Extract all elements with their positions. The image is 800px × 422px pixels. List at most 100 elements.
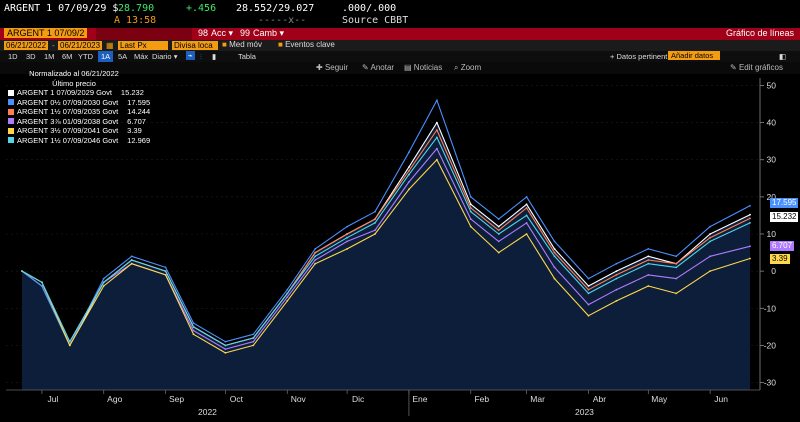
legend-label: ARGENT 3½ 07/09/2041 Govt (17, 126, 119, 135)
series-point (436, 99, 438, 102)
range-1a[interactable]: 1A (98, 51, 114, 62)
legend-swatch (8, 137, 14, 144)
moving-average-label: Med móv (229, 40, 262, 49)
series-point (497, 233, 500, 235)
legend-label: ARGENT 0½ 07/09/2030 Govt (17, 97, 119, 107)
range-6m[interactable]: 6M (62, 52, 73, 61)
news-button[interactable]: ▤ Noticias (404, 63, 442, 72)
series-point (647, 255, 650, 258)
chart-title: Gráfico de líneas (725, 28, 794, 38)
series-point (164, 274, 167, 276)
chart-small-icon: ■ (222, 40, 227, 49)
security-field-ext[interactable] (96, 28, 192, 40)
y-tick-label: -20 (764, 340, 777, 350)
series-point (553, 240, 556, 243)
moving-average-toggle[interactable]: ■ Med móv (222, 40, 262, 49)
legend-item[interactable]: ARGENT 1 07/09/2029 Govt 15.232 (8, 88, 150, 98)
line-chart-icon[interactable]: ⌁ (186, 51, 195, 60)
add-data-input[interactable]: Añadir datos (668, 51, 720, 60)
follow-button[interactable]: ✚ Seguir (316, 63, 348, 72)
legend-label: ARGENT 3⅞ 01/09/2038 Govt (17, 116, 119, 126)
series-point (469, 207, 472, 209)
series-point (647, 274, 650, 276)
legend-swatch (8, 108, 14, 115)
calendar-icon[interactable]: ▦ (106, 41, 114, 50)
series-point (525, 214, 528, 217)
x-tick-label: Ene (412, 394, 427, 404)
series-point (749, 222, 751, 224)
period-select[interactable]: Diario ▾ (152, 52, 177, 61)
x-tick-label: Sep (169, 394, 184, 404)
camb-menu[interactable]: 99 Camb ▾ (240, 28, 284, 39)
date-dash: - (52, 41, 55, 50)
series-point (130, 255, 133, 258)
relevant-data-toggle[interactable]: + Datos pertinent (610, 52, 667, 61)
legend-item[interactable]: ARGENT 3½ 07/09/2041 Govt 3.39 (8, 126, 150, 136)
range-1d[interactable]: 1D (8, 52, 18, 61)
series-area-fill (21, 122, 751, 391)
actions-menu-label: Acc (211, 28, 227, 38)
series-point (286, 292, 289, 295)
range-max[interactable]: Máx (134, 52, 149, 61)
series-point (436, 136, 438, 139)
range-1m[interactable]: 1M (44, 52, 55, 61)
legend-value: 14.244 (127, 107, 151, 116)
series-point (408, 166, 410, 168)
security-field[interactable]: ARGENT 1 07/09/2 (4, 28, 88, 38)
series-point (252, 340, 255, 343)
series-point (647, 262, 650, 265)
plus-icon: + (610, 52, 615, 61)
annotate-label: Anotar (370, 63, 395, 72)
series-point (553, 255, 556, 258)
source-label: Source CBBT (342, 15, 409, 26)
currency-select[interactable]: Divisa loca (172, 41, 218, 50)
x-tick-label: Abr (593, 394, 606, 404)
series-point (709, 233, 711, 235)
range-5a[interactable]: 5A (118, 52, 128, 61)
range-ytd[interactable]: YTD (78, 52, 93, 61)
candle-icon[interactable]: ⫶ (200, 52, 202, 61)
annotate-button[interactable]: ✎ Anotar (362, 63, 394, 72)
window-icon[interactable]: ◧ (779, 52, 787, 61)
actions-menu[interactable]: 98 Acc ▾ (198, 28, 233, 39)
date-from-input[interactable]: 06/21/2022 (4, 41, 49, 50)
series-point (436, 121, 438, 124)
series-point (408, 181, 410, 183)
range-3d[interactable]: 3D (26, 52, 36, 61)
series-point (314, 248, 317, 250)
series-point (408, 151, 410, 154)
legend-title: Normalizado al 06/21/2022 (29, 69, 119, 78)
date-to-input[interactable]: 06/21/2023 (58, 41, 103, 50)
series-point (164, 266, 167, 269)
edit-charts-button[interactable]: ✎ Edit gráficos (730, 63, 783, 72)
series-point (749, 204, 751, 207)
quote-header: ARGENT 1 07/09/29 $ 28.790 +.456 28.552/… (0, 0, 800, 28)
series-point (252, 333, 255, 336)
series-point (553, 266, 556, 269)
zoom-button[interactable]: ⌕ Zoom (454, 63, 481, 73)
camb-menu-label: Camb (253, 28, 278, 38)
series-point (346, 236, 348, 239)
last-price: 28.790 (118, 3, 155, 14)
legend-item[interactable]: ARGENT 3⅞ 01/09/2038 Govt 6.707 (8, 117, 150, 127)
series-point (615, 288, 618, 291)
line-chart[interactable]: 50 40 30 20 10 0 -10 -20 -30 Jun Jul Ago Sep Oct Nov Di… (0, 74, 800, 422)
price-change: +.456 (186, 3, 217, 14)
field-select[interactable]: Last Px (118, 41, 168, 50)
pencil-icon: ✎ (362, 63, 369, 72)
relevant-data-label: Datos pertinent (616, 52, 668, 61)
legend-item[interactable]: ARGENT 0½ 07/09/2030 Govt 17.595 (8, 98, 150, 108)
series-point (615, 277, 618, 280)
legend-item[interactable]: ARGENT 1½ 07/09/2046 Govt 12.969 (8, 136, 150, 146)
bars-icon[interactable]: ▮ (212, 52, 217, 61)
crosshair-icon: ✚ (316, 63, 323, 72)
x-tick-label: Dic (352, 394, 365, 404)
series-point (192, 329, 195, 332)
series-point (314, 251, 317, 254)
series-point (224, 340, 227, 343)
table-tab[interactable]: Tabla (238, 52, 256, 61)
series-point (314, 259, 317, 261)
legend-item[interactable]: ARGENT 1½ 07/09/2035 Govt 14.244 (8, 107, 150, 117)
key-events-toggle[interactable]: ■ Eventos clave (278, 40, 335, 49)
series-point (286, 300, 289, 302)
